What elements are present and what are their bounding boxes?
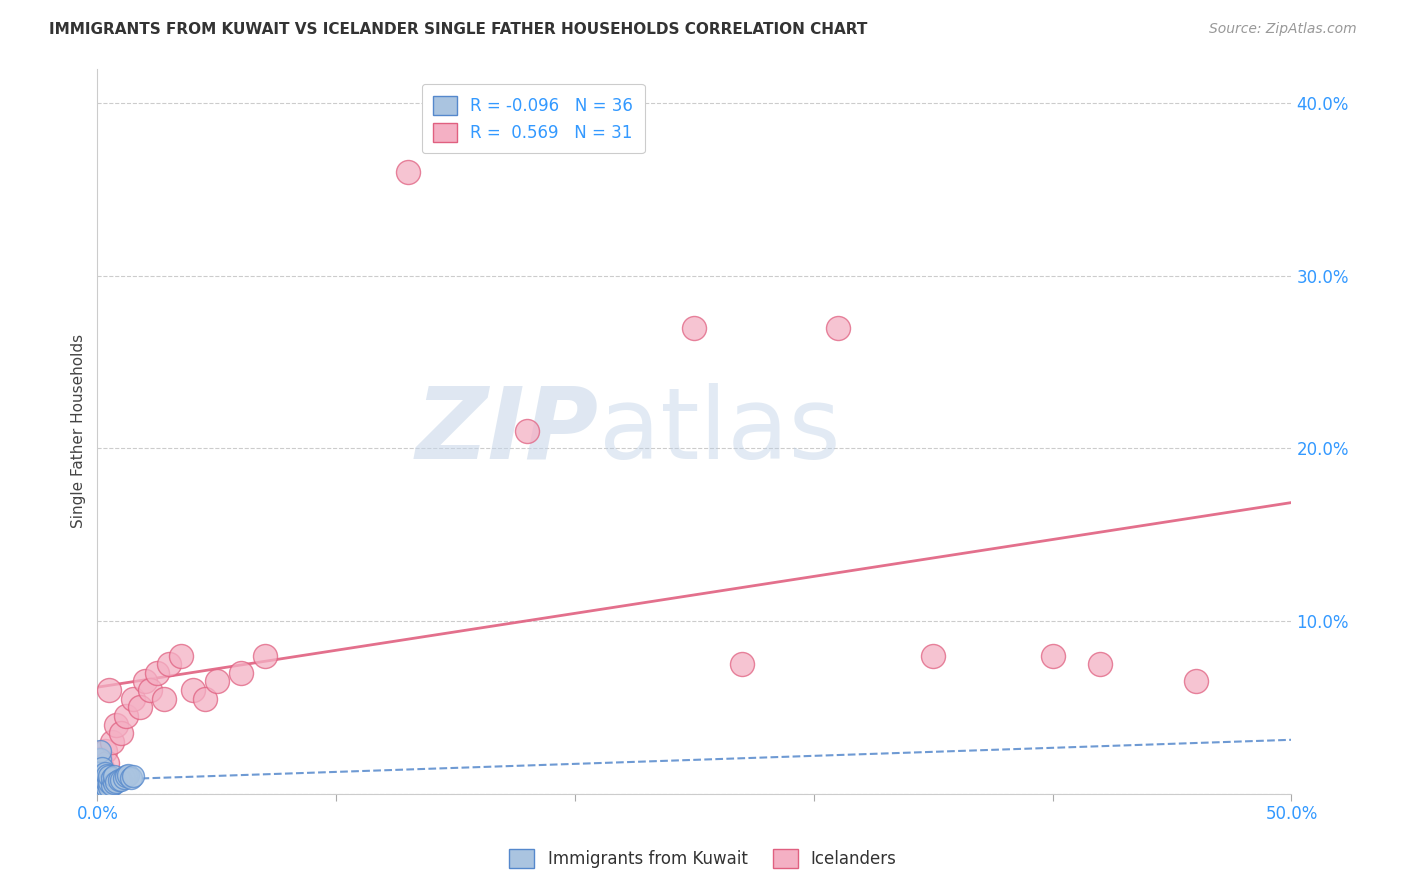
Point — [103, 769, 125, 783]
Point — [105, 774, 128, 789]
Point — [134, 674, 156, 689]
Point — [731, 657, 754, 672]
Point — [89, 780, 111, 794]
Point — [96, 781, 118, 796]
Point — [98, 774, 121, 789]
Text: Source: ZipAtlas.com: Source: ZipAtlas.com — [1209, 22, 1357, 37]
Point — [91, 787, 114, 801]
Text: atlas: atlas — [599, 383, 841, 480]
Point — [108, 772, 131, 787]
Point — [1185, 674, 1208, 689]
Point — [100, 771, 122, 785]
Point — [205, 674, 228, 689]
Point — [89, 787, 111, 801]
Point — [93, 743, 115, 757]
Point — [253, 648, 276, 663]
Point — [396, 165, 419, 179]
Point — [89, 752, 111, 766]
Point — [117, 767, 139, 781]
Point — [1090, 657, 1112, 672]
Point — [89, 752, 111, 766]
Point — [194, 691, 217, 706]
Point — [153, 691, 176, 706]
Point — [96, 767, 118, 781]
Point — [139, 683, 162, 698]
Point — [96, 774, 118, 789]
Point — [100, 778, 122, 792]
Point — [110, 726, 132, 740]
Legend: R = -0.096   N = 36, R =  0.569   N = 31: R = -0.096 N = 36, R = 0.569 N = 31 — [422, 84, 644, 153]
Point — [103, 776, 125, 790]
Point — [827, 320, 849, 334]
Point — [112, 771, 135, 785]
Point — [89, 769, 111, 783]
Point — [93, 772, 115, 787]
Point — [89, 761, 111, 775]
Point — [146, 665, 169, 680]
Point — [100, 735, 122, 749]
Point — [110, 772, 132, 787]
Point — [89, 772, 111, 787]
Point — [93, 783, 115, 797]
Point — [105, 717, 128, 731]
Point — [129, 700, 152, 714]
Point — [89, 783, 111, 797]
Point — [157, 657, 180, 672]
Point — [122, 691, 145, 706]
Point — [1042, 648, 1064, 663]
Point — [115, 769, 138, 783]
Point — [91, 769, 114, 783]
Point — [683, 320, 706, 334]
Point — [91, 761, 114, 775]
Point — [91, 781, 114, 796]
Point — [98, 769, 121, 783]
Point — [516, 424, 538, 438]
Point — [181, 683, 204, 698]
Point — [170, 648, 193, 663]
Point — [89, 776, 111, 790]
Point — [922, 648, 945, 663]
Point — [98, 780, 121, 794]
Point — [93, 778, 115, 792]
Point — [98, 683, 121, 698]
Point — [96, 756, 118, 770]
Point — [93, 766, 115, 780]
Point — [229, 665, 252, 680]
Legend: Immigrants from Kuwait, Icelanders: Immigrants from Kuwait, Icelanders — [502, 843, 904, 875]
Point — [91, 776, 114, 790]
Point — [91, 761, 114, 775]
Text: IMMIGRANTS FROM KUWAIT VS ICELANDER SINGLE FATHER HOUSEHOLDS CORRELATION CHART: IMMIGRANTS FROM KUWAIT VS ICELANDER SING… — [49, 22, 868, 37]
Point — [89, 743, 111, 757]
Y-axis label: Single Father Households: Single Father Households — [72, 334, 86, 528]
Point — [122, 769, 145, 783]
Point — [120, 771, 142, 785]
Text: ZIP: ZIP — [416, 383, 599, 480]
Point — [115, 709, 138, 723]
